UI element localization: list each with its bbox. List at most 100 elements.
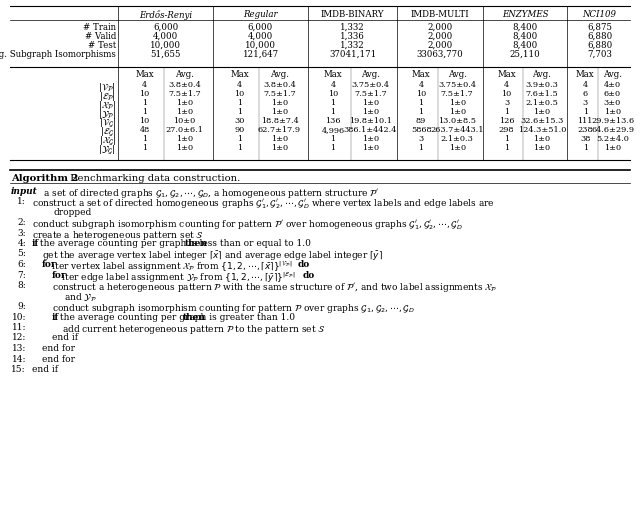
Text: if: if <box>32 239 39 248</box>
Text: 4: 4 <box>142 81 147 89</box>
Text: 13:: 13: <box>12 344 26 353</box>
Text: Avg.: Avg. <box>270 70 289 79</box>
Text: 1±0: 1±0 <box>176 144 193 152</box>
Text: 1±0: 1±0 <box>604 144 621 152</box>
Text: 4:: 4: <box>17 239 26 248</box>
Text: 1±0: 1±0 <box>271 108 288 116</box>
Text: Avg.: Avg. <box>175 70 194 79</box>
Text: dropped: dropped <box>54 208 92 216</box>
Text: 10: 10 <box>328 90 338 98</box>
Text: 10: 10 <box>501 90 511 98</box>
Text: 1: 1 <box>419 99 424 107</box>
Text: 1: 1 <box>237 135 242 143</box>
Text: 6,880: 6,880 <box>587 32 612 41</box>
Text: for: for <box>52 270 67 279</box>
Text: 1±0: 1±0 <box>449 99 466 107</box>
Text: 29.9±13.6: 29.9±13.6 <box>591 117 634 125</box>
Text: 3.9±0.3: 3.9±0.3 <box>525 81 558 89</box>
Text: 263.7±443.1: 263.7±443.1 <box>431 126 484 134</box>
Text: 3: 3 <box>419 135 424 143</box>
Text: 111: 111 <box>577 117 593 125</box>
Text: 13.0±8.5: 13.0±8.5 <box>438 117 476 125</box>
Text: 1±0: 1±0 <box>533 108 550 116</box>
Text: 15:: 15: <box>12 365 26 374</box>
Text: 2:: 2: <box>17 218 26 227</box>
Text: 1: 1 <box>330 108 335 116</box>
Text: 1,332: 1,332 <box>340 23 365 32</box>
Text: 298: 298 <box>499 126 515 134</box>
Text: $|\mathcal{Y}_\mathcal{G}|$: $|\mathcal{Y}_\mathcal{G}|$ <box>99 144 116 157</box>
Text: Regular: Regular <box>243 10 278 19</box>
Text: 18.8±7.4: 18.8±7.4 <box>260 117 298 125</box>
Text: 1±0: 1±0 <box>362 135 379 143</box>
Text: 6,000: 6,000 <box>153 23 178 32</box>
Text: 1:: 1: <box>17 197 26 206</box>
Text: 121,647: 121,647 <box>243 50 278 59</box>
Text: 5.2±4.0: 5.2±4.0 <box>596 135 629 143</box>
Text: 2,000: 2,000 <box>428 32 452 41</box>
Text: 7.5±1.7: 7.5±1.7 <box>441 90 474 98</box>
Text: 6,875: 6,875 <box>587 23 612 32</box>
Text: 8,400: 8,400 <box>513 41 538 50</box>
Text: end for: end for <box>42 355 75 364</box>
Text: 6: 6 <box>582 90 588 98</box>
Text: if: if <box>52 312 60 322</box>
Text: construct a set of directed homogeneous graphs $\mathcal{G}_1', \mathcal{G}_2', : construct a set of directed homogeneous … <box>32 197 495 211</box>
Text: $|\mathcal{E}_\mathcal{P}|$: $|\mathcal{E}_\mathcal{P}|$ <box>99 90 116 103</box>
Text: 1: 1 <box>330 135 335 143</box>
Text: 1,332: 1,332 <box>340 41 365 50</box>
Text: 1±0: 1±0 <box>271 144 288 152</box>
Text: 10±0: 10±0 <box>173 117 196 125</box>
Text: 1±0: 1±0 <box>533 144 550 152</box>
Text: 10: 10 <box>140 90 150 98</box>
Text: 1: 1 <box>582 144 588 152</box>
Text: do: do <box>302 270 315 279</box>
Text: 51,655: 51,655 <box>150 50 180 59</box>
Text: 62.7±17.9: 62.7±17.9 <box>258 126 301 134</box>
Text: Max: Max <box>497 70 516 79</box>
Text: 12:: 12: <box>12 333 26 343</box>
Text: 1: 1 <box>330 99 335 107</box>
Text: 3±0: 3±0 <box>604 99 621 107</box>
Text: then: then <box>183 312 206 322</box>
Text: 124.3±51.0: 124.3±51.0 <box>518 126 566 134</box>
Text: 1±0: 1±0 <box>176 135 193 143</box>
Text: $|\mathcal{X}_\mathcal{P}|$: $|\mathcal{X}_\mathcal{P}|$ <box>98 99 116 112</box>
Text: 1: 1 <box>582 108 588 116</box>
Text: 7.6±1.5: 7.6±1.5 <box>525 90 558 98</box>
Text: 3.75±0.4: 3.75±0.4 <box>351 81 389 89</box>
Text: Max: Max <box>412 70 430 79</box>
Text: 10,000: 10,000 <box>150 41 181 50</box>
Text: 38: 38 <box>580 135 590 143</box>
Text: Avg.: Avg. <box>603 70 622 79</box>
Text: 1: 1 <box>142 108 147 116</box>
Text: 1: 1 <box>142 99 147 107</box>
Text: 11:: 11: <box>12 323 26 332</box>
Text: 1±0: 1±0 <box>449 144 466 152</box>
Text: 1±0: 1±0 <box>271 135 288 143</box>
Text: 6:: 6: <box>17 260 26 269</box>
Text: end for: end for <box>42 344 75 353</box>
Text: $|\mathcal{E}_\mathcal{G}|$: $|\mathcal{E}_\mathcal{G}|$ <box>100 126 116 139</box>
Text: iter edge label assignment $\mathcal{Y}_\mathcal{P}$ from $\{1, 2, \cdots, \lcei: iter edge label assignment $\mathcal{Y}_… <box>60 270 297 285</box>
Text: # Test: # Test <box>88 41 116 50</box>
Text: Avg. Subgraph Isomorphisms: Avg. Subgraph Isomorphisms <box>0 50 116 59</box>
Text: Avg.: Avg. <box>532 70 551 79</box>
Text: Benchmarking data construction.: Benchmarking data construction. <box>67 174 240 183</box>
Text: 1: 1 <box>142 144 147 152</box>
Text: Avg.: Avg. <box>361 70 380 79</box>
Text: 48: 48 <box>140 126 150 134</box>
Text: 238: 238 <box>577 126 593 134</box>
Text: get the average vertex label integer $\lceil\bar{x}\rceil$ and average edge labe: get the average vertex label integer $\l… <box>42 249 383 263</box>
Text: 4,000: 4,000 <box>248 32 273 41</box>
Text: 1: 1 <box>504 135 509 143</box>
Text: # Valid: # Valid <box>84 32 116 41</box>
Text: 8,400: 8,400 <box>513 23 538 32</box>
Text: 3.8±0.4: 3.8±0.4 <box>168 81 201 89</box>
Text: then: then <box>185 239 208 248</box>
Text: 4±0: 4±0 <box>604 81 621 89</box>
Text: 4: 4 <box>419 81 424 89</box>
Text: a set of directed graphs $\mathcal{G}_1, \mathcal{G}_2, \cdots, \mathcal{G}_D$, : a set of directed graphs $\mathcal{G}_1,… <box>38 187 380 200</box>
Text: 1±0: 1±0 <box>362 99 379 107</box>
Text: 7:: 7: <box>17 270 26 279</box>
